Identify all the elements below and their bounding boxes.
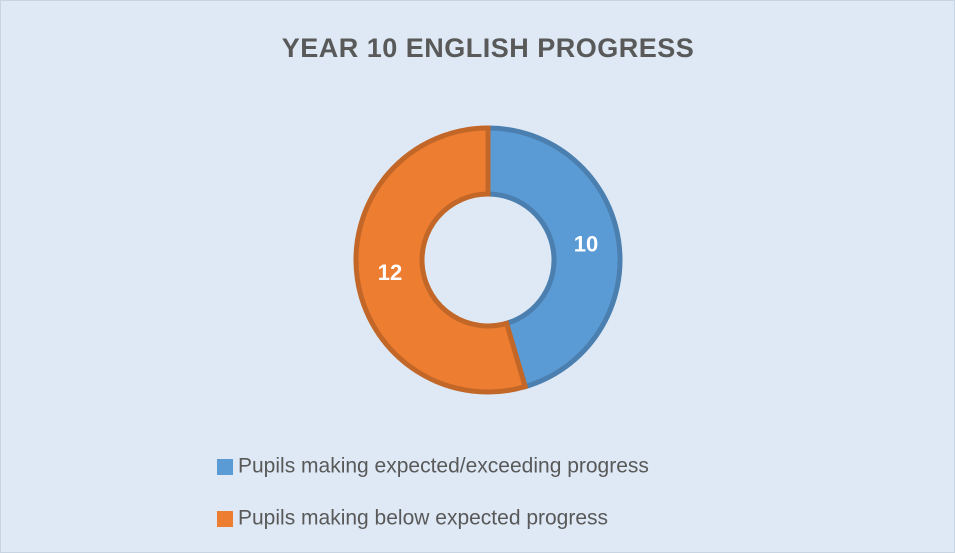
- data-label: 10: [574, 232, 598, 257]
- chart-title: YEAR 10 ENGLISH PROGRESS: [282, 33, 695, 63]
- legend-swatch: [217, 511, 233, 527]
- data-label: 12: [378, 260, 402, 285]
- donut-segment: [485, 125, 623, 390]
- legend-label: Pupils making below expected progress: [238, 507, 608, 530]
- donut-segment: [353, 125, 529, 395]
- legend-swatch: [217, 459, 233, 475]
- legend-label: Pupils making expected/exceeding progres…: [238, 455, 649, 478]
